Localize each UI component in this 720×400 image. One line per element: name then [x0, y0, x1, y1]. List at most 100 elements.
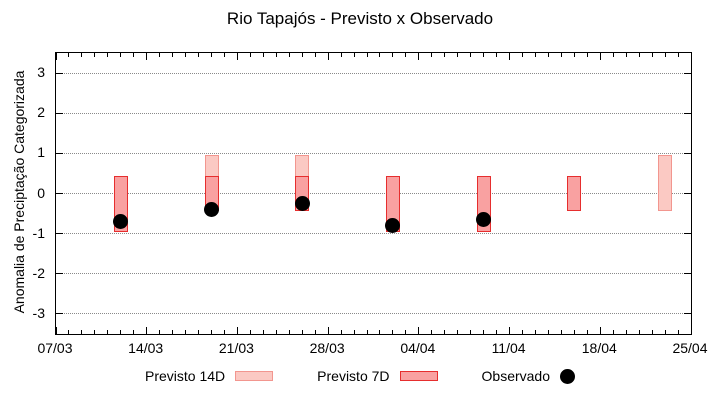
- x-minor-tick: [185, 53, 187, 57]
- y-tick: [56, 72, 63, 74]
- x-minor-tick: [534, 53, 536, 57]
- x-minor-tick: [405, 330, 407, 334]
- x-major-tick: [599, 53, 601, 60]
- x-major-tick: [327, 53, 329, 60]
- x-minor-tick: [431, 53, 433, 57]
- previsto-14d-swatch-icon: [235, 371, 274, 381]
- x-minor-tick: [638, 53, 640, 57]
- x-minor-tick: [223, 330, 225, 334]
- x-minor-tick: [431, 330, 433, 334]
- x-minor-tick: [133, 330, 135, 334]
- x-minor-tick: [625, 53, 627, 57]
- dot-observado: [385, 218, 401, 234]
- x-minor-tick: [262, 330, 264, 334]
- x-minor-tick: [664, 53, 666, 57]
- x-major-tick: [690, 53, 692, 60]
- x-minor-tick: [366, 330, 368, 334]
- x-minor-tick: [547, 53, 549, 57]
- x-minor-tick: [81, 53, 83, 57]
- x-minor-tick: [522, 53, 524, 57]
- x-tick-label: 28/03: [309, 340, 345, 356]
- gridline: [56, 313, 691, 315]
- x-major-tick: [146, 53, 148, 60]
- y-tick-right: [684, 72, 691, 74]
- x-tick-label: 11/04: [491, 340, 526, 356]
- x-minor-tick: [68, 330, 70, 334]
- x-minor-tick: [68, 53, 70, 57]
- x-minor-tick: [120, 53, 122, 57]
- gridline: [56, 273, 691, 275]
- x-major-tick: [599, 327, 601, 334]
- y-tick-right: [684, 112, 691, 114]
- y-tick-label: -3: [32, 304, 45, 321]
- x-minor-tick: [301, 53, 303, 57]
- gridline: [56, 112, 691, 114]
- legend-label-previsto-7d: Previsto 7D: [317, 368, 390, 384]
- x-minor-tick: [120, 330, 122, 334]
- x-minor-tick: [534, 330, 536, 334]
- dot-observado: [294, 196, 310, 212]
- x-minor-tick: [560, 53, 562, 57]
- y-tick-label: 0: [37, 184, 45, 201]
- x-major-tick: [690, 327, 692, 334]
- x-minor-tick: [133, 53, 135, 57]
- x-minor-tick: [340, 330, 342, 334]
- y-tick-label: 1: [37, 144, 45, 161]
- x-minor-tick: [470, 330, 472, 334]
- legend: Previsto 14D Previsto 7D Observado: [0, 368, 720, 384]
- x-major-tick: [327, 327, 329, 334]
- y-tick: [56, 193, 63, 194]
- x-minor-tick: [547, 330, 549, 334]
- observado-dot-icon: [560, 368, 575, 384]
- y-tick-label: -2: [32, 264, 45, 281]
- x-minor-tick: [457, 53, 459, 57]
- x-minor-tick: [586, 53, 588, 57]
- y-tick: [56, 233, 63, 235]
- x-major-tick: [236, 53, 238, 60]
- x-minor-tick: [262, 53, 264, 57]
- x-minor-tick: [496, 53, 498, 57]
- y-tick-right: [684, 273, 691, 275]
- x-tick-label: 25/04: [672, 340, 708, 356]
- bar-previsto-14d: [658, 154, 673, 211]
- x-minor-tick: [288, 330, 290, 334]
- x-minor-tick: [651, 53, 653, 57]
- x-minor-tick: [677, 330, 679, 334]
- x-minor-tick: [172, 330, 174, 334]
- x-minor-tick: [288, 53, 290, 57]
- x-minor-tick: [612, 330, 614, 334]
- x-minor-tick: [275, 330, 277, 334]
- x-major-tick: [236, 327, 238, 334]
- x-tick-label: 04/04: [400, 340, 436, 356]
- x-minor-tick: [366, 53, 368, 57]
- x-minor-tick: [249, 53, 251, 57]
- x-major-tick: [55, 327, 57, 334]
- x-minor-tick: [301, 330, 303, 334]
- x-minor-tick: [496, 330, 498, 334]
- dot-observado: [113, 214, 129, 230]
- dot-observado: [476, 212, 492, 228]
- x-major-tick: [418, 53, 420, 60]
- previsto-7d-swatch-icon: [399, 371, 438, 381]
- y-tick: [56, 152, 63, 154]
- x-minor-tick: [586, 330, 588, 334]
- x-tick-label: 07/03: [37, 340, 73, 356]
- x-minor-tick: [340, 53, 342, 57]
- x-minor-tick: [677, 53, 679, 57]
- y-tick-right: [684, 152, 691, 154]
- legend-entry-previsto-7d: Previsto 7D: [317, 368, 438, 384]
- x-minor-tick: [405, 53, 407, 57]
- gridline: [56, 152, 691, 154]
- legend-label-previsto-14d: Previsto 14D: [145, 368, 226, 384]
- y-tick: [56, 273, 63, 275]
- y-tick-right: [684, 233, 691, 235]
- gridline: [56, 233, 691, 235]
- x-minor-tick: [314, 53, 316, 57]
- x-minor-tick: [249, 330, 251, 334]
- x-major-tick: [55, 53, 57, 60]
- y-tick: [56, 313, 63, 315]
- chart-title: Rio Tapajós - Previsto x Observado: [226, 9, 494, 28]
- x-minor-tick: [625, 330, 627, 334]
- y-tick-label: 2: [37, 104, 45, 121]
- x-minor-tick: [638, 330, 640, 334]
